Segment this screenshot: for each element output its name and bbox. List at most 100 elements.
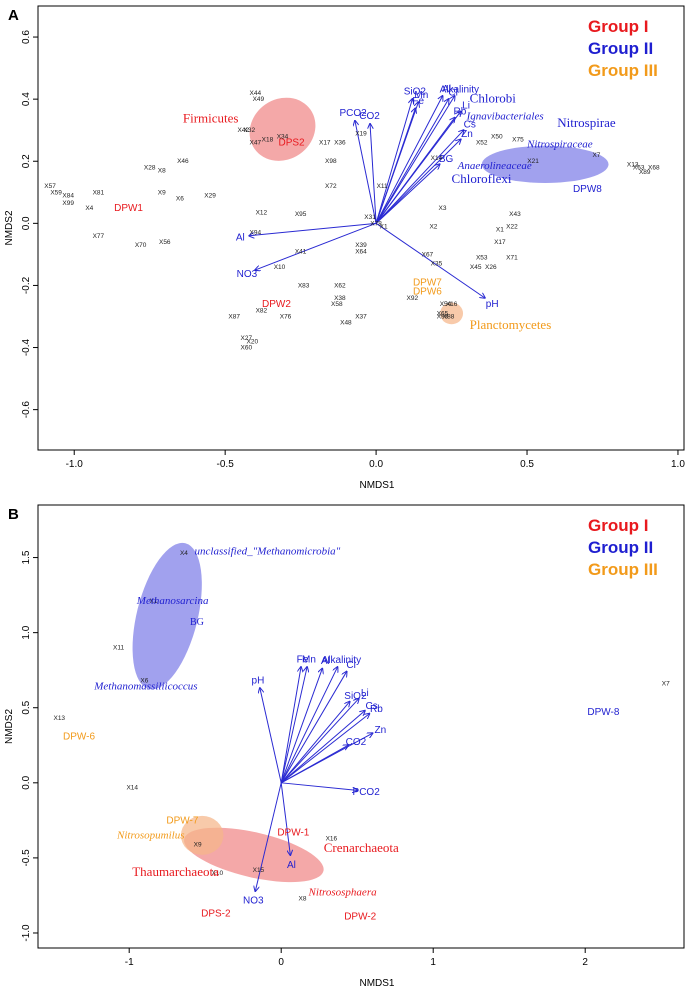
sample-point: X2 <box>429 223 437 230</box>
sample-point: X9 <box>194 841 202 848</box>
sample-label: DPS2 <box>279 138 306 149</box>
y-tick-label: 0.4 <box>21 92 32 106</box>
sample-point: X17 <box>494 239 506 246</box>
sample-point: X8 <box>299 895 307 902</box>
env-vector-arrow <box>280 667 337 784</box>
env-vector-label: Li <box>462 100 470 111</box>
x-axis-label: NMDS1 <box>359 480 394 491</box>
env-vector-label: Fe <box>297 654 309 665</box>
env-vector-label: CO2 <box>359 111 380 122</box>
sample-point: X26 <box>485 264 497 271</box>
sample-label: DPW-1 <box>277 827 309 838</box>
sample-point: X50 <box>491 133 503 140</box>
sample-point: X35 <box>431 261 443 268</box>
sample-label: DPW-2 <box>344 911 376 922</box>
env-vector-arrow <box>280 669 322 783</box>
sample-point: X59 <box>50 189 62 196</box>
sample-point: X15 <box>253 867 265 874</box>
y-tick-label: 0.6 <box>21 30 32 44</box>
env-vector-label: Al <box>236 233 245 244</box>
y-tick-label: -0.5 <box>21 849 32 867</box>
env-vector-arrow <box>281 782 357 791</box>
taxon-annotation: Chlorobi <box>470 90 517 105</box>
env-vector-label: NO3 <box>243 896 264 907</box>
env-vector-arrow <box>280 711 365 784</box>
sample-point: X16 <box>326 835 338 842</box>
group-ellipse-3 <box>440 302 464 325</box>
y-tick-label: 0.2 <box>21 154 32 168</box>
env-vector-label: Alkalinity <box>440 84 479 95</box>
sample-point: X13 <box>53 715 65 722</box>
sample-point: X94 <box>250 230 262 237</box>
sample-point: X89 <box>639 169 651 176</box>
taxon-annotation: Planctomycetes <box>470 317 552 332</box>
sample-point: X48 <box>340 320 352 327</box>
sample-point: X92 <box>407 295 419 302</box>
sample-point: X29 <box>204 192 216 199</box>
sample-point: X83 <box>298 282 310 289</box>
sample-point: X82 <box>256 307 268 314</box>
y-tick-label: -0.6 <box>21 401 32 419</box>
taxon-annotation: Nitrospirae <box>557 115 616 130</box>
sample-point: X88 <box>443 313 455 320</box>
x-tick-label: 1 <box>430 957 436 968</box>
env-vector-arrow <box>280 702 349 784</box>
y-tick-label: 0.5 <box>21 700 32 714</box>
legend-item: Group III <box>588 61 658 80</box>
taxon-annotation: Anaerolineaceae <box>457 160 532 172</box>
sample-point: X53 <box>476 254 488 261</box>
sample-point: X7 <box>592 152 600 159</box>
sample-point: X6 <box>176 196 184 203</box>
y-tick-label: 1.0 <box>21 625 32 639</box>
env-vector-label: Fe <box>412 96 424 107</box>
sample-point: X81 <box>93 189 105 196</box>
env-vector-arrow <box>375 222 485 298</box>
taxon-annotation: Methanosarcina <box>136 595 209 607</box>
env-vector-arrow <box>280 699 359 784</box>
sample-point: X64 <box>355 248 367 255</box>
env-vector-arrow <box>375 99 448 224</box>
env-vector-label: Zn <box>374 725 386 736</box>
legend-item: Group III <box>588 560 658 579</box>
sample-point: X57 <box>44 183 56 190</box>
env-vector-label: Rb <box>454 107 467 118</box>
sample-point: X78 <box>370 220 382 227</box>
sample-point: X11 <box>113 645 124 652</box>
group-ellipse-1 <box>249 97 316 161</box>
sample-point: X99 <box>62 200 74 207</box>
sample-point: X98 <box>325 158 337 165</box>
env-vector-arrow <box>255 222 377 270</box>
plot-frame <box>37 5 685 451</box>
taxon-annotation: Firmicutes <box>183 110 239 125</box>
x-tick-label: -1 <box>125 957 134 968</box>
x-tick-label: -0.5 <box>217 459 235 470</box>
env-vector-label: PCO2 <box>340 108 368 119</box>
legend-item: Group I <box>588 516 648 535</box>
sample-point: X13 <box>627 161 639 168</box>
x-tick-label: 0.5 <box>520 459 534 470</box>
sample-point: X42 <box>237 127 249 134</box>
env-vector-arrow <box>375 164 439 224</box>
panel-letter: A <box>8 7 19 24</box>
x-axis-label: NMDS1 <box>359 978 394 989</box>
panel-B: B -1 0 1 2 -1.0 -0.5 0.0 0.5 1.0 1.5 NMDS1 NMDS2 pH Fe… <box>4 504 685 989</box>
sample-label: DPW6 <box>413 287 442 298</box>
sample-point: X58 <box>331 301 343 308</box>
panel-A: A -1.0 -0.5 0.0 0.5 1.0 -0.6 -0.4 -0.2 0.0 0.2 0.4 0… <box>4 5 685 491</box>
env-vector-label: pH <box>252 675 265 686</box>
sample-point: X46 <box>177 158 189 165</box>
env-vector-label: Al <box>442 84 451 95</box>
sample-point: X39 <box>355 242 367 249</box>
sample-point: X1 <box>496 227 504 234</box>
env-vector-label: Mn <box>414 90 428 101</box>
env-vector-arrow <box>280 667 307 783</box>
env-vector-label: PCO2 <box>353 787 381 798</box>
env-vector-arrow <box>280 782 290 855</box>
sample-label: DPW-6 <box>63 731 95 742</box>
env-vector-arrow <box>375 118 454 224</box>
sample-label: DPW8 <box>573 184 602 195</box>
y-axis-label: NMDS2 <box>4 709 15 744</box>
taxon-annotation: Chloroflexi <box>452 171 512 186</box>
sample-point: X32 <box>244 127 256 134</box>
sample-point: X21 <box>527 158 539 165</box>
